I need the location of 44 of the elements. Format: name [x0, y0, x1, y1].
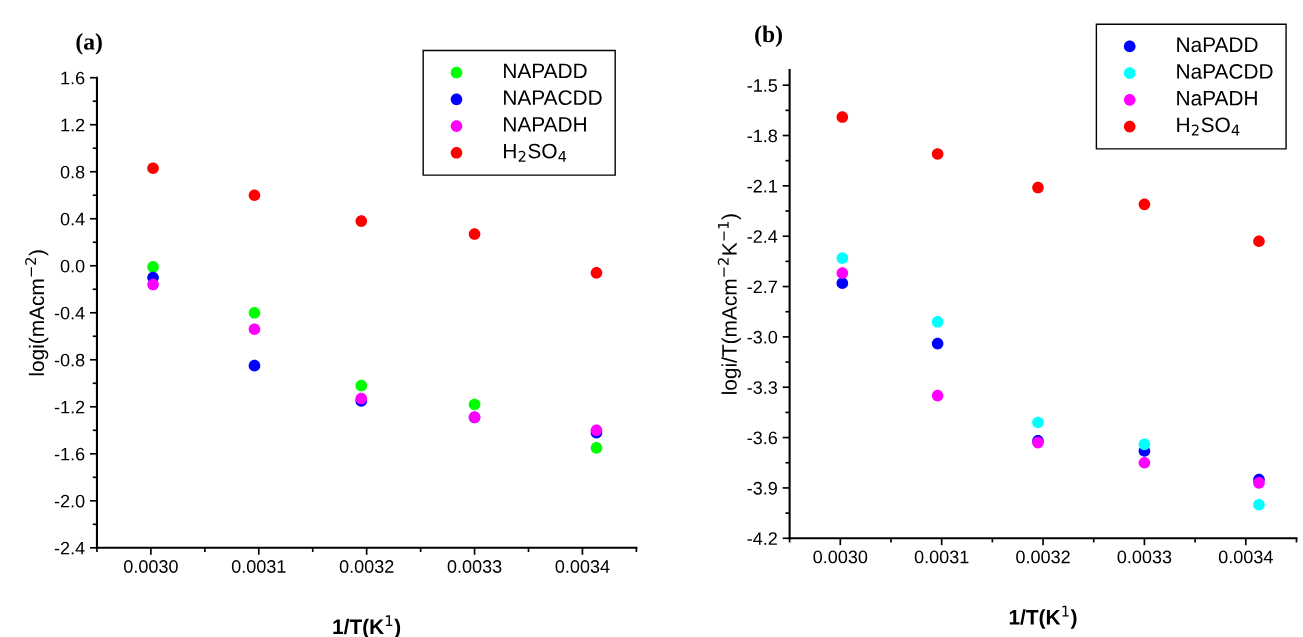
legend-label: NaPACDD — [1177, 64, 1273, 79]
x-tick-label: 0.0033 — [1117, 550, 1172, 564]
x-tick-label: 0.0032 — [1016, 550, 1070, 564]
chart-title: (b) — [755, 25, 782, 48]
y-tick-label: -2.4 — [54, 541, 85, 555]
x-tick-label: 0.0034 — [555, 560, 610, 573]
legend-label: H$_{2}$SO$_{4}$ — [504, 143, 567, 162]
y-tick-label: -3.9 — [747, 481, 777, 495]
y-tick-label: -1.2 — [54, 400, 85, 414]
legend-label: NAPACDD — [504, 90, 602, 106]
y-tick-label: -2.0 — [54, 494, 85, 508]
y-tick-label: 1.2 — [61, 118, 85, 132]
y-tick-label: -1.8 — [747, 129, 778, 143]
x-axis-title: 1/T(K$^{1}$) — [1009, 605, 1077, 629]
y-tick-label: -2.1 — [747, 179, 777, 193]
x-tick-label: 0.0032 — [339, 560, 394, 573]
y-tick-label: -3.6 — [747, 431, 778, 445]
legend-label: H$_{2}$SO$_{4}$ — [1177, 117, 1240, 136]
legend-label: NAPADD — [504, 63, 587, 79]
x-tick-label: 0.0031 — [231, 560, 286, 573]
legend-label: NaPADD — [1177, 37, 1258, 53]
y-tick-label: 1.6 — [61, 71, 85, 85]
y-tick-label: -3.0 — [747, 330, 778, 344]
x-tick-label: 0.0030 — [813, 550, 868, 564]
legend-label: NAPADH — [504, 117, 586, 132]
x-tick-label: 0.0031 — [914, 550, 969, 564]
y-tick-label: -1.5 — [747, 79, 778, 92]
y-tick-label: -2.7 — [747, 280, 777, 294]
x-tick-label: 0.0033 — [447, 560, 502, 573]
legend-label: NaPADH — [1177, 90, 1257, 106]
y-tick-label: -0.8 — [54, 353, 85, 367]
y-tick-label: -4.2 — [747, 532, 777, 545]
x-tick-label: 0.0030 — [123, 560, 178, 573]
y-axis-title: logi(mAcm$^{−2}$) — [25, 250, 49, 376]
x-tick-label: 0.0034 — [1218, 550, 1273, 564]
y-tick-label: -2.4 — [747, 230, 778, 243]
y-tick-label: -1.6 — [54, 447, 85, 461]
y-tick-label: 0.4 — [60, 212, 85, 226]
y-tick-label: 0.8 — [60, 165, 85, 179]
y-tick-label: -0.4 — [54, 306, 85, 320]
chart-title: (a) — [76, 33, 102, 55]
y-axis-title: logi/T(mAcm$^{−2}$K$^{−1}$) — [717, 214, 741, 394]
y-tick-label: 0.0 — [60, 259, 85, 273]
y-tick-label: -3.3 — [747, 381, 778, 394]
